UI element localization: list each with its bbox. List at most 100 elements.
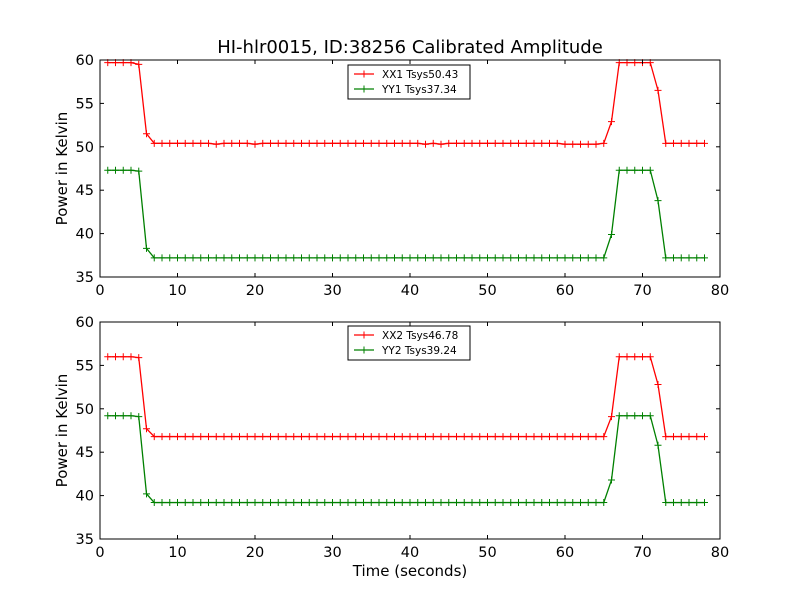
data-point-marker: [344, 254, 352, 262]
data-point-marker: [615, 166, 623, 174]
data-point-marker: [274, 499, 282, 507]
data-point-marker: [553, 254, 561, 262]
y-tick-label: 55: [76, 358, 94, 374]
y-tick-label: 60: [76, 315, 94, 331]
data-point-marker: [608, 476, 615, 484]
data-point-marker: [685, 139, 693, 147]
data-point-marker: [654, 197, 662, 205]
data-point-marker: [135, 354, 143, 362]
data-point-marker: [228, 139, 236, 147]
data-point-marker: [243, 499, 251, 507]
data-point-marker: [143, 425, 150, 433]
data-point-marker: [530, 433, 538, 441]
legend-marker: [360, 70, 368, 78]
data-point-marker: [360, 499, 367, 507]
data-point-marker: [592, 140, 600, 148]
data-point-marker: [267, 433, 274, 441]
data-point-marker: [592, 254, 600, 262]
data-point-marker: [491, 139, 499, 147]
data-point-marker: [135, 60, 143, 68]
x-tick-label: 40: [401, 545, 419, 561]
data-point-marker: [282, 139, 290, 147]
data-point-marker: [468, 139, 476, 147]
y-axis-label: Power in Kelvin: [53, 112, 71, 226]
data-point-marker: [693, 433, 701, 441]
x-tick-label: 10: [168, 283, 186, 299]
data-point-marker: [553, 499, 561, 507]
series-2-2: [104, 412, 708, 507]
data-point-marker: [344, 139, 352, 147]
data-point-marker: [181, 254, 189, 262]
data-point-marker: [670, 499, 677, 507]
series-1-2: [104, 166, 708, 262]
data-point-marker: [236, 433, 243, 441]
data-point-marker: [104, 166, 112, 174]
data-point-marker: [553, 433, 561, 441]
data-point-marker: [119, 166, 127, 174]
data-point-marker: [336, 254, 344, 262]
data-point-marker: [491, 499, 499, 507]
data-point-marker: [119, 353, 127, 361]
data-point-marker: [677, 139, 685, 147]
data-point-marker: [561, 433, 569, 441]
data-point-marker: [228, 254, 236, 262]
y-tick-label: 35: [76, 532, 94, 548]
data-point-marker: [352, 139, 360, 147]
data-point-marker: [546, 499, 553, 507]
legend-marker: [360, 331, 368, 339]
data-point-marker: [677, 254, 685, 262]
data-point-marker: [205, 433, 212, 441]
chart-title: HI-hlr0015, ID:38256 Calibrated Amplitud…: [217, 37, 603, 58]
data-point-marker: [375, 433, 383, 441]
data-point-marker: [236, 499, 243, 507]
data-point-marker: [631, 412, 639, 420]
y-axis-label: Power in Kelvin: [53, 374, 71, 488]
data-point-marker: [220, 254, 228, 262]
data-point-marker: [243, 254, 251, 262]
data-point-marker: [561, 499, 569, 507]
data-point-marker: [507, 254, 515, 262]
data-point-marker: [267, 499, 274, 507]
data-point-marker: [158, 433, 166, 441]
data-point-marker: [437, 140, 445, 148]
data-point-marker: [491, 433, 499, 441]
data-point-marker: [391, 499, 398, 507]
data-point-marker: [112, 166, 119, 174]
data-point-marker: [181, 139, 189, 147]
y-tick-label: 40: [76, 227, 94, 243]
data-point-marker: [166, 433, 174, 441]
x-tick-label: 60: [556, 283, 574, 299]
data-point-marker: [259, 139, 267, 147]
x-tick-label: 20: [246, 283, 264, 299]
data-point-marker: [189, 254, 197, 262]
data-point-marker: [662, 499, 670, 507]
data-point-marker: [507, 433, 515, 441]
data-point-marker: [251, 433, 259, 441]
data-point-marker: [398, 433, 406, 441]
data-point-marker: [569, 254, 577, 262]
data-point-marker: [569, 433, 577, 441]
data-point-marker: [484, 433, 491, 441]
y-tick-label: 55: [76, 96, 94, 112]
data-point-marker: [584, 499, 592, 507]
data-point-marker: [406, 499, 414, 507]
legend-marker: [360, 346, 368, 354]
data-point-marker: [538, 254, 546, 262]
data-point-marker: [189, 139, 197, 147]
data-point-marker: [654, 380, 662, 388]
data-point-marker: [499, 139, 507, 147]
data-point-marker: [429, 433, 437, 441]
data-point-marker: [251, 499, 259, 507]
data-point-marker: [321, 254, 329, 262]
data-point-marker: [321, 499, 329, 507]
data-point-marker: [484, 254, 491, 262]
x-tick-label: 50: [478, 283, 496, 299]
data-point-marker: [701, 433, 708, 441]
data-point-marker: [174, 433, 181, 441]
data-point-marker: [375, 139, 383, 147]
data-point-marker: [383, 139, 391, 147]
data-point-marker: [693, 254, 701, 262]
data-point-marker: [429, 139, 437, 147]
data-point-marker: [375, 254, 383, 262]
data-point-marker: [522, 433, 530, 441]
